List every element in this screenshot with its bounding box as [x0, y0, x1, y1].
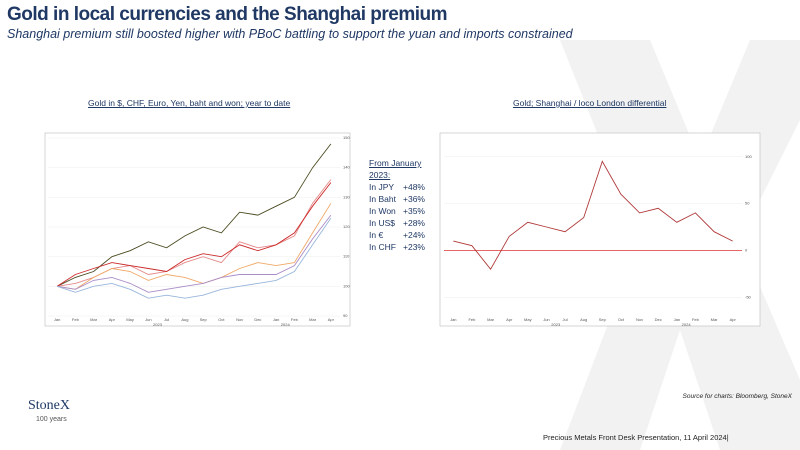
year-label: 2024: [281, 322, 291, 327]
change: +28%: [403, 218, 425, 228]
series-line: [453, 160, 733, 271]
year-label: 2023: [153, 322, 163, 327]
y-tick-label: 150: [343, 135, 350, 140]
x-tick-label: Jan: [54, 317, 60, 322]
y-tick-label: 90: [343, 313, 348, 318]
x-tick-label: Jan: [674, 317, 680, 322]
x-tick-label: Jun: [543, 317, 549, 322]
series-line: [56, 143, 332, 287]
x-tick-label: May: [126, 317, 134, 322]
slide-title: Gold in local currencies and the Shangha…: [7, 4, 448, 25]
x-tick-label: Jul: [164, 317, 169, 322]
change: +23%: [403, 242, 425, 252]
textbox-row: In Won +35%: [369, 205, 429, 217]
x-tick-label: Jul: [563, 317, 568, 322]
x-tick-label: Apr: [109, 317, 116, 322]
x-tick-label: Apr: [730, 317, 737, 322]
textbox-row: In € +24%: [369, 229, 429, 241]
year-label: 2023: [551, 322, 561, 327]
y-tick-label: 50: [745, 201, 750, 206]
y-tick-label: 130: [343, 194, 350, 199]
textbox: From January 2023: In JPY +48% In Baht +36%…: [369, 157, 429, 253]
x-tick-label: Aug: [580, 317, 587, 322]
x-tick-label: Apr: [328, 317, 335, 322]
change: +36%: [403, 194, 425, 204]
textbox-row: In Baht +36%: [369, 193, 429, 205]
chart-frame: [439, 132, 761, 327]
change: +24%: [403, 230, 425, 240]
textbox-row: In CHF +23%: [369, 241, 429, 253]
x-tick-label: Nov: [636, 317, 643, 322]
logo: StoneX: [28, 398, 70, 413]
x-tick-label: Feb: [291, 317, 299, 322]
x-tick-label: Nov: [236, 317, 243, 322]
chart-title: Gold in $, CHF, Euro, Yen, baht and won;…: [88, 98, 291, 108]
x-tick-label: Oct: [618, 317, 625, 322]
currency: In €: [369, 230, 384, 240]
x-tick-label: Sep: [599, 317, 607, 322]
currency: In CHF: [369, 242, 396, 252]
change: +48%: [403, 182, 425, 192]
x-tick-label: Mar: [711, 317, 719, 322]
x-tick-label: Sep: [200, 317, 208, 322]
currency: In US$: [369, 218, 395, 228]
y-tick-label: 110: [343, 254, 350, 259]
currency: In JPY: [369, 182, 395, 192]
currency: In Baht: [369, 194, 396, 204]
series-line: [56, 182, 332, 287]
chart-title: Gold; Shanghai / loco London differentia…: [513, 98, 667, 108]
x-tick-label: Mar: [309, 317, 317, 322]
y-tick-label: 120: [343, 224, 350, 229]
x-tick-label: Jun: [145, 317, 151, 322]
x-tick-label: Feb: [692, 317, 700, 322]
slide-subtitle: Shanghai premium still boosted higher wi…: [7, 27, 573, 41]
change: +35%: [403, 206, 425, 216]
logo-sub: 100 years: [36, 416, 67, 423]
series-line: [56, 217, 332, 299]
year-label: 2024: [682, 322, 692, 327]
currency: In Won: [369, 206, 396, 216]
y-tick-label: 100: [343, 283, 350, 288]
x-tick-label: Oct: [218, 317, 225, 322]
series-line: [57, 214, 332, 293]
x-tick-label: Mar: [90, 317, 98, 322]
textbox-row: In JPY +48%: [369, 181, 429, 193]
textbox-heading: From January 2023:: [369, 158, 422, 180]
x-tick-label: Jan: [273, 317, 279, 322]
x-tick-label: Jan: [450, 317, 456, 322]
source: Source for charts: Bloomberg, StoneX: [682, 393, 792, 400]
footer: Precious Metals Front Desk Presentation,…: [543, 433, 729, 442]
series-line: [57, 203, 332, 290]
textbox-row: In US$ +28%: [369, 217, 429, 229]
x-tick-label: Mar: [487, 317, 495, 322]
x-tick-label: Feb: [72, 317, 80, 322]
y-tick-label: 100: [745, 154, 752, 159]
x-tick-label: May: [524, 317, 532, 322]
x-tick-label: Apr: [506, 317, 513, 322]
y-tick-label: -50: [745, 294, 752, 299]
x-tick-label: Aug: [181, 317, 188, 322]
y-tick-label: 140: [343, 165, 350, 170]
x-tick-label: Dec: [254, 317, 261, 322]
y-tick-label: 0: [745, 247, 748, 252]
x-tick-label: Feb: [468, 317, 476, 322]
x-tick-label: Dec: [655, 317, 662, 322]
